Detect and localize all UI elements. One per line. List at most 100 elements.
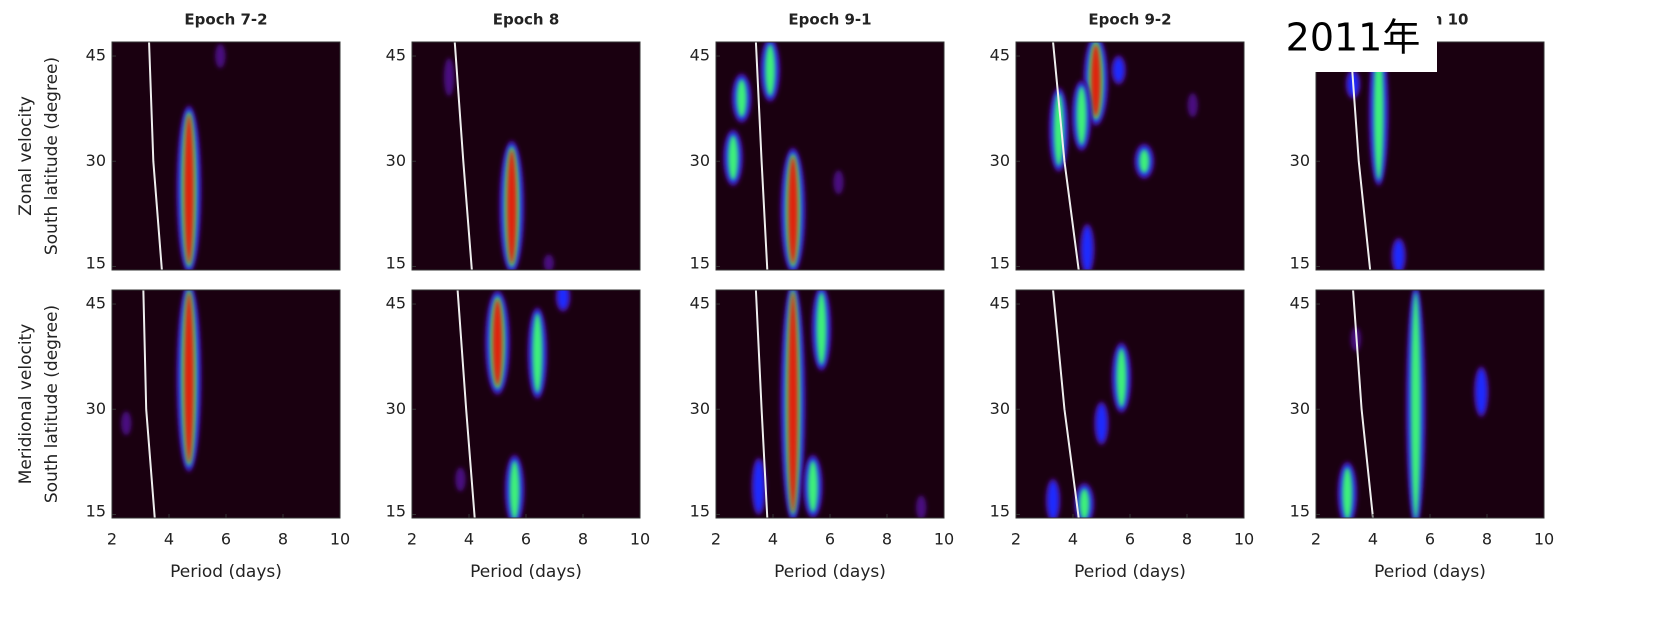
x-tick-label: 6: [825, 530, 835, 549]
panel: 15 30 45 2 4 6 8 10 Period (days) Meridional velo…: [16, 289, 350, 582]
spectral-peak: [121, 411, 132, 436]
y-tick-label: 30: [86, 151, 106, 170]
spectral-peak: [816, 292, 827, 366]
x-tick-label: 4: [464, 530, 474, 549]
panel-title: Epoch 7-2: [184, 11, 267, 29]
spectral-peak: [1113, 58, 1124, 83]
plot-frame: [411, 41, 641, 271]
x-tick-label: 2: [407, 530, 417, 549]
x-tick-label: 8: [578, 530, 588, 549]
x-tick-label: 8: [278, 530, 288, 549]
panel: 15 30 45 2 4 6 8 10 Period (days): [1290, 289, 1554, 582]
x-tick-label: 4: [768, 530, 778, 549]
spectral-peak: [807, 460, 819, 513]
panel: 15 30 45 2 4 6 8 10 Period (days): [690, 289, 954, 582]
y-axis-label: Zonal velocity: [16, 96, 36, 216]
reference-curve: [1349, 42, 1372, 270]
reference-curve: [148, 42, 163, 270]
reference-curve: [754, 42, 769, 270]
spectral-peak: [1079, 488, 1090, 518]
reference-curve: [1052, 290, 1080, 518]
spectral-peak: [1090, 44, 1101, 118]
plot-area: [751, 290, 927, 518]
reference-curve: [1352, 290, 1374, 518]
spectral-peak: [1373, 44, 1384, 181]
y-tick-label: 15: [386, 254, 406, 273]
x-tick-label: 8: [1182, 530, 1192, 549]
panel: 15 30 45 Epoch 9-2: [990, 11, 1245, 273]
y-tick-label: 15: [990, 502, 1010, 521]
y-tick-label: 30: [990, 399, 1010, 418]
x-tick-label: 2: [1311, 530, 1321, 549]
y-tick-label: 45: [386, 294, 406, 313]
y-tick-label: 30: [386, 399, 406, 418]
x-axis-label: Period (days): [1374, 562, 1486, 582]
spectral-peak: [532, 313, 543, 394]
plot-frame: [1015, 41, 1245, 271]
y-axis-label: South latitude (degree): [42, 305, 62, 503]
spectral-peak: [1410, 292, 1421, 518]
x-axis-label: Period (days): [470, 562, 582, 582]
spectral-peak: [1393, 240, 1404, 270]
x-tick-label: 6: [521, 530, 531, 549]
reference-curve: [1052, 42, 1080, 270]
spectral-peak: [1082, 226, 1093, 270]
y-axis-label: South latitude (degree): [42, 57, 62, 255]
reference-curve: [456, 290, 476, 518]
y-tick-label: 30: [386, 151, 406, 170]
plot-area: [1045, 290, 1132, 518]
spectral-peak: [1053, 93, 1064, 167]
annotation-box: [1270, 0, 1437, 72]
spectral-peak: [787, 156, 799, 265]
y-tick-label: 30: [690, 399, 710, 418]
spectral-peak: [183, 292, 195, 464]
spectral-peak: [728, 135, 739, 181]
x-tick-label: 10: [1534, 530, 1554, 549]
panels: 15 30 45 Epoch 7-2 Zonal velocity South latit…: [16, 11, 1554, 583]
plot-area: [1048, 42, 1198, 270]
y-axis-label: Meridional velocity: [16, 324, 36, 485]
plot-background: [112, 42, 340, 270]
spectral-peak: [1476, 369, 1487, 415]
y-tick-label: 45: [86, 294, 106, 313]
panel-title: Epoch 8: [493, 11, 560, 29]
x-axis-label: Period (days): [170, 562, 282, 582]
spectral-peak: [509, 460, 520, 518]
plot-area: [1345, 42, 1407, 270]
panel: 15 30 45 2 4 6 8 10 Period (days): [990, 289, 1254, 582]
x-tick-label: 4: [164, 530, 174, 549]
plot-area: [121, 290, 202, 518]
panel-title: Epoch 9-1: [788, 11, 871, 29]
plot-area: [455, 290, 571, 518]
y-tick-label: 45: [690, 46, 710, 65]
y-tick-label: 15: [86, 502, 106, 521]
x-tick-label: 10: [330, 530, 350, 549]
spectral-peak: [1076, 86, 1087, 146]
plot-frame: [715, 41, 945, 271]
y-tick-label: 45: [386, 46, 406, 65]
spectral-peak: [1116, 348, 1127, 408]
y-tick-label: 15: [990, 254, 1010, 273]
y-tick-label: 15: [690, 502, 710, 521]
x-tick-label: 2: [711, 530, 721, 549]
x-tick-label: 10: [934, 530, 954, 549]
y-tick-label: 15: [1290, 254, 1310, 273]
x-tick-label: 8: [882, 530, 892, 549]
spectral-peak: [833, 170, 844, 195]
y-tick-label: 15: [690, 254, 710, 273]
x-tick-label: 8: [1482, 530, 1492, 549]
spectral-peak: [787, 292, 799, 513]
x-tick-label: 4: [1068, 530, 1078, 549]
y-tick-label: 45: [86, 46, 106, 65]
x-axis-label: Period (days): [1074, 562, 1186, 582]
y-tick-label: 45: [690, 294, 710, 313]
x-tick-label: 6: [1425, 530, 1435, 549]
x-tick-label: 6: [1125, 530, 1135, 549]
spectral-peak: [765, 44, 776, 97]
plot-area: [1337, 290, 1490, 518]
spectral-peak: [916, 495, 927, 518]
y-tick-label: 45: [1290, 294, 1310, 313]
y-tick-label: 15: [386, 502, 406, 521]
panel-title: Epoch 9-2: [1088, 11, 1171, 29]
